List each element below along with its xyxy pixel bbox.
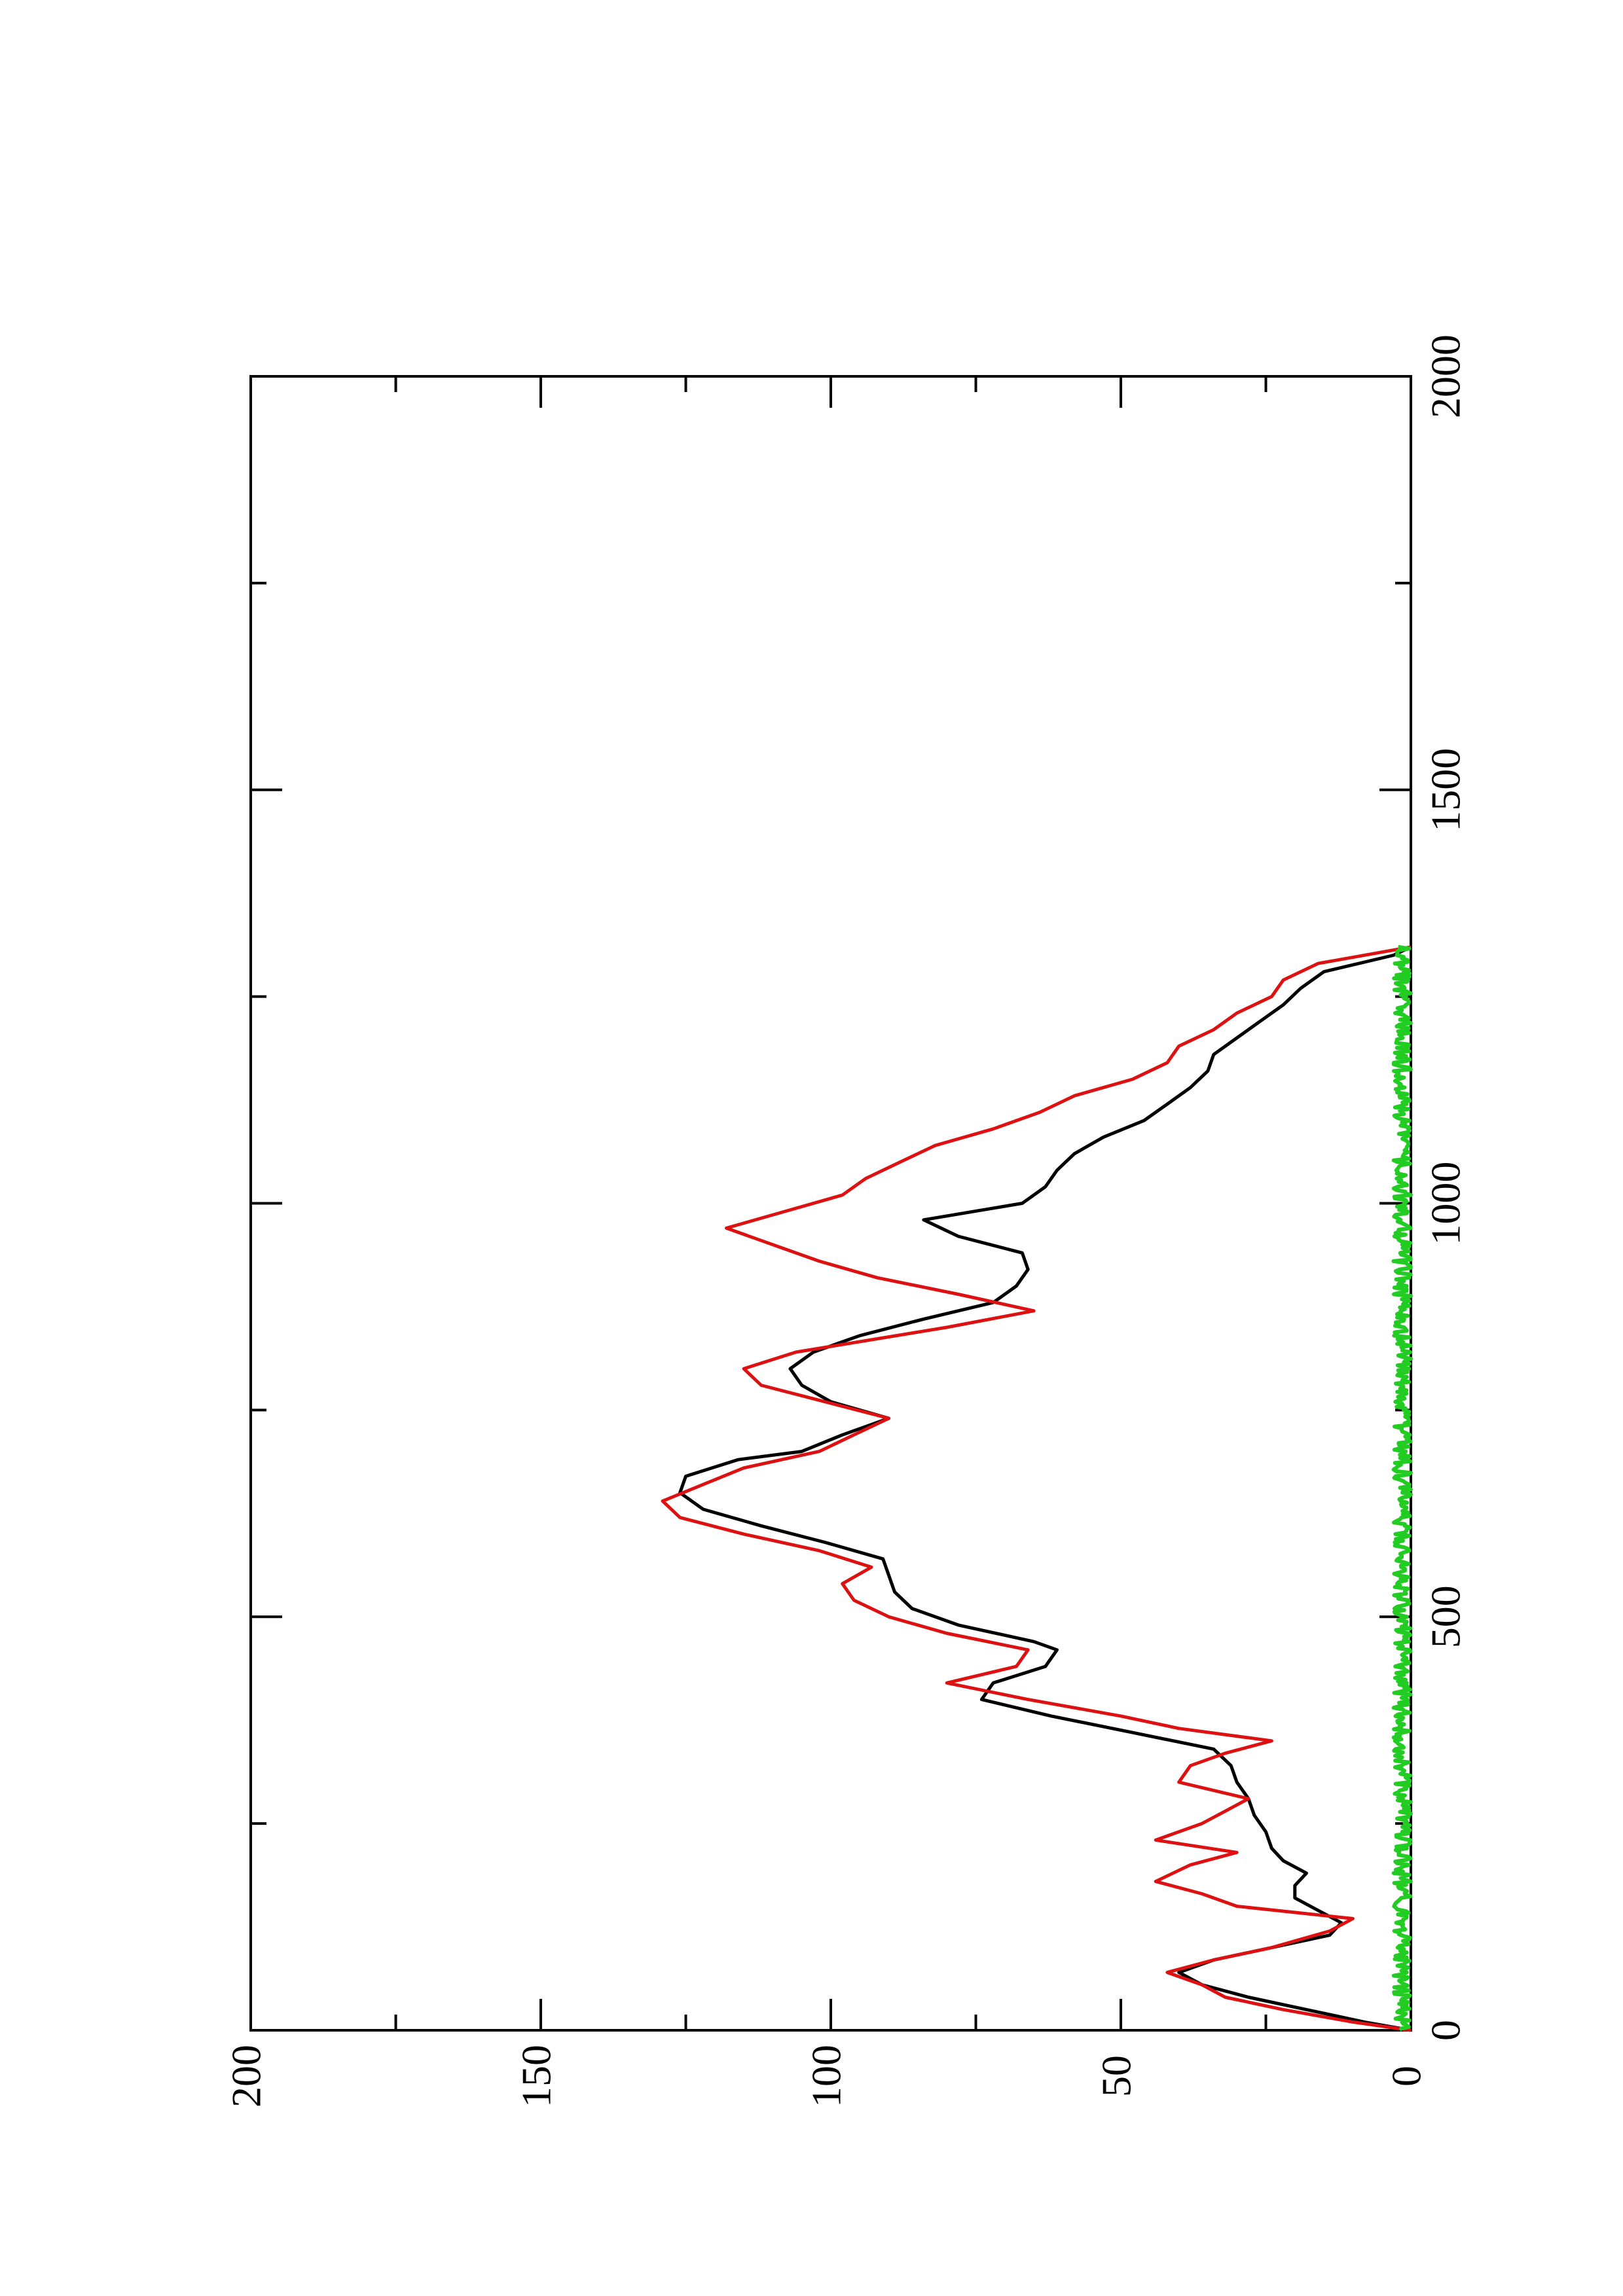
x-tick-label: 1500 — [1423, 748, 1469, 832]
axis-ticks — [249, 375, 1412, 2032]
x-tick-label: 2000 — [1423, 334, 1469, 418]
y-tick-label: 0 — [1383, 2066, 1430, 2087]
series-line-1 — [678, 945, 1412, 2032]
y-tick-label: 150 — [513, 2045, 560, 2108]
x-tick-label: 0 — [1423, 2020, 1469, 2041]
x-tick-label: 1000 — [1423, 1162, 1469, 1246]
x-tick-label: 500 — [1423, 1585, 1469, 1648]
series-line-2 — [661, 945, 1412, 2032]
y-tick-label: 50 — [1093, 2055, 1140, 2097]
y-tick-label: 100 — [803, 2045, 850, 2108]
y-tick-label: 200 — [223, 2045, 270, 2108]
series-line-3 — [1391, 944, 1413, 2032]
tick-labels: 0 500 1000 1500 2000 0 50 100 150 200 — [223, 334, 1469, 2108]
series-layer — [661, 944, 1413, 2032]
